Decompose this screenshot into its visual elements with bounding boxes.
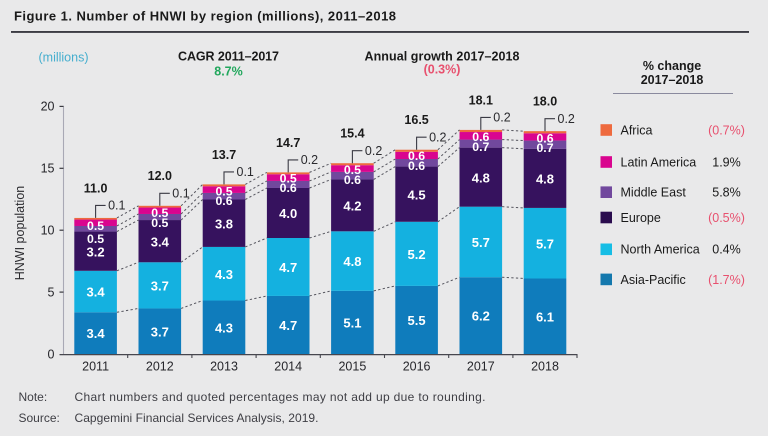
svg-text:0.6: 0.6 <box>408 149 425 163</box>
svg-text:(0.5%): (0.5%) <box>708 211 745 225</box>
svg-text:4.3: 4.3 <box>215 320 233 335</box>
svg-text:14.7: 14.7 <box>276 136 300 150</box>
svg-text:3.4: 3.4 <box>87 285 106 300</box>
svg-text:Middle East: Middle East <box>621 186 687 200</box>
svg-text:4.7: 4.7 <box>279 318 297 333</box>
svg-text:0.5: 0.5 <box>215 184 232 198</box>
svg-text:0.1: 0.1 <box>172 187 189 201</box>
svg-text:0.5: 0.5 <box>151 216 168 230</box>
svg-text:6.1: 6.1 <box>536 309 554 324</box>
svg-text:0.5: 0.5 <box>344 163 361 177</box>
svg-text:0.5: 0.5 <box>87 232 104 246</box>
svg-text:5.8%: 5.8% <box>712 186 741 200</box>
svg-text:3.4: 3.4 <box>87 326 106 341</box>
svg-text:4.7: 4.7 <box>279 260 297 275</box>
svg-text:CAGR 2011–2017: CAGR 2011–2017 <box>178 50 279 64</box>
svg-text:4.8: 4.8 <box>536 171 554 186</box>
svg-text:Capgemini Financial Services A: Capgemini Financial Services Analysis, 2… <box>75 411 319 425</box>
svg-text:0.6: 0.6 <box>215 194 232 208</box>
svg-text:(1.7%): (1.7%) <box>708 273 745 287</box>
svg-text:2013: 2013 <box>210 360 238 374</box>
svg-text:5.7: 5.7 <box>536 236 554 251</box>
svg-text:4.5: 4.5 <box>408 187 426 202</box>
svg-text:10: 10 <box>41 224 55 238</box>
svg-text:18.0: 18.0 <box>533 95 557 109</box>
svg-text:Source:: Source: <box>19 411 60 425</box>
svg-text:20: 20 <box>41 100 55 114</box>
svg-text:HNWI population: HNWI population <box>13 186 27 281</box>
svg-text:0.4%: 0.4% <box>712 243 741 257</box>
svg-text:0.7: 0.7 <box>472 140 489 154</box>
svg-text:5: 5 <box>48 285 55 299</box>
svg-text:0.5: 0.5 <box>87 219 104 233</box>
svg-text:0.1: 0.1 <box>237 165 254 179</box>
svg-text:5.5: 5.5 <box>408 313 426 328</box>
svg-text:5.7: 5.7 <box>472 235 490 250</box>
svg-text:0.6: 0.6 <box>280 181 297 195</box>
svg-text:1.9%: 1.9% <box>712 155 741 169</box>
svg-text:0.6: 0.6 <box>408 159 425 173</box>
svg-text:15.4: 15.4 <box>340 127 364 141</box>
svg-text:4.3: 4.3 <box>215 267 233 282</box>
svg-text:0.2: 0.2 <box>558 112 575 126</box>
svg-text:0.7: 0.7 <box>536 141 553 155</box>
svg-text:2012: 2012 <box>146 360 174 374</box>
svg-text:0.2: 0.2 <box>429 131 446 145</box>
svg-text:5.2: 5.2 <box>408 247 426 262</box>
svg-text:16.5: 16.5 <box>404 113 428 127</box>
svg-text:(millions): (millions) <box>39 51 89 65</box>
svg-text:(0.3%): (0.3%) <box>424 63 461 77</box>
svg-text:0.2: 0.2 <box>301 153 318 167</box>
svg-text:18.1: 18.1 <box>469 93 493 107</box>
svg-text:5.1: 5.1 <box>343 316 361 331</box>
svg-text:4.2: 4.2 <box>343 199 361 214</box>
svg-text:Figure 1. Number of HNWI by re: Figure 1. Number of HNWI by region (mill… <box>14 8 396 23</box>
svg-text:0.1: 0.1 <box>108 199 125 213</box>
svg-text:0.6: 0.6 <box>344 173 361 187</box>
svg-text:3.2: 3.2 <box>87 244 105 259</box>
svg-text:0.2: 0.2 <box>365 144 382 158</box>
svg-text:Asia-Pacific: Asia-Pacific <box>621 273 686 287</box>
svg-text:3.4: 3.4 <box>151 234 170 249</box>
svg-text:Annual growth 2017–2018: Annual growth 2017–2018 <box>365 50 520 64</box>
svg-text:0.5: 0.5 <box>151 206 168 220</box>
svg-text:North America: North America <box>621 243 700 257</box>
svg-text:2018: 2018 <box>531 360 559 374</box>
svg-text:2017: 2017 <box>467 360 495 374</box>
svg-text:2017–2018: 2017–2018 <box>641 73 704 87</box>
svg-text:2014: 2014 <box>274 360 302 374</box>
svg-text:13.7: 13.7 <box>212 148 236 162</box>
svg-text:6.2: 6.2 <box>472 309 490 324</box>
svg-text:0.5: 0.5 <box>280 171 297 185</box>
svg-text:0.6: 0.6 <box>472 130 489 144</box>
svg-text:8.7%: 8.7% <box>214 65 243 79</box>
svg-text:11.0: 11.0 <box>84 181 108 195</box>
svg-text:Latin America: Latin America <box>621 155 697 169</box>
svg-text:Africa: Africa <box>621 123 653 137</box>
svg-text:3.8: 3.8 <box>215 216 233 231</box>
svg-text:2015: 2015 <box>338 360 366 374</box>
svg-text:2011: 2011 <box>82 360 109 374</box>
svg-text:Europe: Europe <box>621 211 661 225</box>
svg-text:4.8: 4.8 <box>343 254 361 269</box>
svg-text:4.0: 4.0 <box>279 206 297 221</box>
svg-text:0.6: 0.6 <box>536 131 553 145</box>
svg-text:2016: 2016 <box>403 360 431 374</box>
svg-text:12.0: 12.0 <box>148 169 172 183</box>
svg-text:0.2: 0.2 <box>493 111 510 125</box>
svg-text:% change: % change <box>643 59 701 73</box>
svg-text:3.7: 3.7 <box>151 324 169 339</box>
svg-text:0: 0 <box>48 347 55 361</box>
svg-text:15: 15 <box>41 162 55 176</box>
svg-text:Chart numbers and quoted perce: Chart numbers and quoted percentages may… <box>75 390 486 404</box>
svg-text:(0.7%): (0.7%) <box>708 123 745 137</box>
svg-text:Note:: Note: <box>19 390 48 404</box>
svg-text:3.7: 3.7 <box>151 279 169 294</box>
svg-text:4.8: 4.8 <box>472 170 490 185</box>
